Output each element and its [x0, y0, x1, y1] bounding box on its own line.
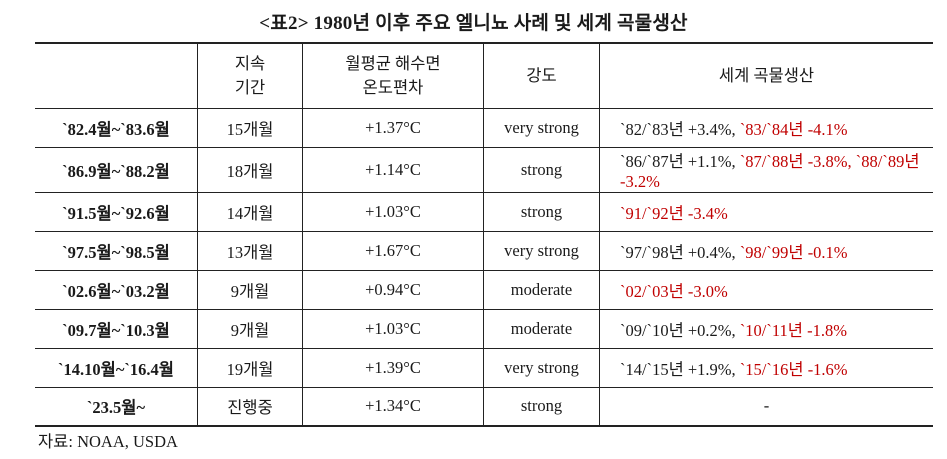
header-intensity: 강도	[483, 42, 600, 109]
table-body: `82.4월~`83.6월 15개월 +1.37°C very strong `82/`…	[35, 108, 933, 427]
header-sst-line1: 월평균 해수면	[345, 53, 441, 73]
duration-cell: 9개월	[197, 270, 303, 310]
production-positive: `82/`83년 +3.4%,	[620, 119, 740, 139]
production-negative: `91/`92년 -3.4%	[620, 203, 728, 223]
table-row: `82.4월~`83.6월 15개월 +1.37°C very strong `82/`…	[35, 108, 933, 148]
production-cell: `97/`98년 +0.4%, `98/`99년 -0.1%	[599, 231, 933, 271]
production-cell: `91/`92년 -3.4%	[599, 192, 933, 232]
period-cell: `02.6월~`03.2월	[35, 270, 198, 310]
production-cell: `09/`10년 +0.2%, `10/`11년 -1.8%	[599, 309, 933, 349]
header-period	[35, 42, 198, 109]
production-positive: `14/`15년 +1.9%,	[620, 359, 740, 379]
period-cell: `97.5월~`98.5월	[35, 231, 198, 271]
table-row: `97.5월~`98.5월 13개월 +1.67°C very strong `97/`…	[35, 231, 933, 271]
period-cell: `82.4월~`83.6월	[35, 108, 198, 148]
period-cell: `09.7월~`10.3월	[35, 309, 198, 349]
intensity-cell: very strong	[483, 348, 600, 388]
period-cell: `91.5월~`92.6월	[35, 192, 198, 232]
table-title: <표2> 1980년 이후 주요 엘니뇨 사례 및 세계 곡물생산	[259, 13, 688, 34]
sst-cell: +1.03°C	[302, 192, 484, 232]
intensity-cell: strong	[483, 147, 600, 193]
elnino-table: 지속 기간 월평균 해수면 온도편차 강도 세계 곡물생산 `82.4월~`83…	[35, 42, 933, 427]
sst-cell: +1.03°C	[302, 309, 484, 349]
intensity-cell: strong	[483, 387, 600, 427]
production-negative: `15/`16년 -1.6%	[739, 359, 848, 379]
table-row: `86.9월~`88.2월 18개월 +1.14°C strong `86/`87년 +…	[35, 147, 933, 193]
production-cell: `82/`83년 +3.4%, `83/`84년 -4.1%	[599, 108, 933, 148]
sst-cell: +1.39°C	[302, 348, 484, 388]
production-cell: `14/`15년 +1.9%, `15/`16년 -1.6%	[599, 348, 933, 388]
duration-cell: 14개월	[197, 192, 303, 232]
source-note: 자료: NOAA, USDA	[38, 432, 178, 451]
duration-cell: 13개월	[197, 231, 303, 271]
production-positive: `09/`10년 +0.2%,	[620, 320, 740, 340]
production-cell: `02/`03년 -3.0%	[599, 270, 933, 310]
production-negative: `87/`88년 -3.8%, `88/`89년 -3.2%	[620, 151, 920, 191]
sst-cell: +0.94°C	[302, 270, 484, 310]
production-negative: `10/`11년 -1.8%	[739, 320, 847, 340]
header-production: 세계 곡물생산	[599, 42, 933, 109]
intensity-cell: very strong	[483, 108, 600, 148]
header-duration-line1: 지속	[234, 53, 266, 73]
production-negative: `98/`99년 -0.1%	[739, 242, 848, 262]
intensity-cell: moderate	[483, 270, 600, 310]
period-cell: `14.10월~`16.4월	[35, 348, 198, 388]
sst-cell: +1.67°C	[302, 231, 484, 271]
sst-cell: +1.34°C	[302, 387, 484, 427]
header-duration-line2: 기간	[234, 77, 266, 97]
production-negative: `02/`03년 -3.0%	[620, 281, 728, 301]
header-sst: 월평균 해수면 온도편차	[302, 42, 484, 109]
production-positive: -	[763, 396, 770, 416]
duration-cell: 18개월	[197, 147, 303, 193]
table-row: `23.5월~ 진행중 +1.34°C strong -	[35, 387, 933, 427]
duration-cell: 15개월	[197, 108, 303, 148]
duration-cell: 19개월	[197, 348, 303, 388]
duration-cell: 9개월	[197, 309, 303, 349]
period-cell: `23.5월~	[35, 387, 198, 427]
header-row: 지속 기간 월평균 해수면 온도편차 강도 세계 곡물생산	[35, 42, 933, 109]
production-cell: -	[599, 387, 933, 427]
production-cell: `86/`87년 +1.1%, `87/`88년 -3.8%, `88/`89년…	[599, 147, 933, 193]
intensity-cell: strong	[483, 192, 600, 232]
duration-cell: 진행중	[197, 387, 303, 427]
production-positive: `97/`98년 +0.4%,	[620, 242, 740, 262]
intensity-cell: very strong	[483, 231, 600, 271]
header-sst-line2: 온도편차	[362, 77, 424, 97]
production-negative: `83/`84년 -4.1%	[739, 119, 848, 139]
table-row: `91.5월~`92.6월 14개월 +1.03°C strong `91/`92년 -…	[35, 192, 933, 232]
sst-cell: +1.14°C	[302, 147, 484, 193]
table-row: `09.7월~`10.3월 9개월 +1.03°C moderate `09/`10년 …	[35, 309, 933, 349]
table-row: `14.10월~`16.4월 19개월 +1.39°C very strong `14/…	[35, 348, 933, 388]
intensity-cell: moderate	[483, 309, 600, 349]
header-duration: 지속 기간	[197, 42, 303, 109]
table-row: `02.6월~`03.2월 9개월 +0.94°C moderate `02/`03년 …	[35, 270, 933, 310]
period-cell: `86.9월~`88.2월	[35, 147, 198, 193]
production-positive: `86/`87년 +1.1%,	[620, 151, 740, 171]
sst-cell: +1.37°C	[302, 108, 484, 148]
